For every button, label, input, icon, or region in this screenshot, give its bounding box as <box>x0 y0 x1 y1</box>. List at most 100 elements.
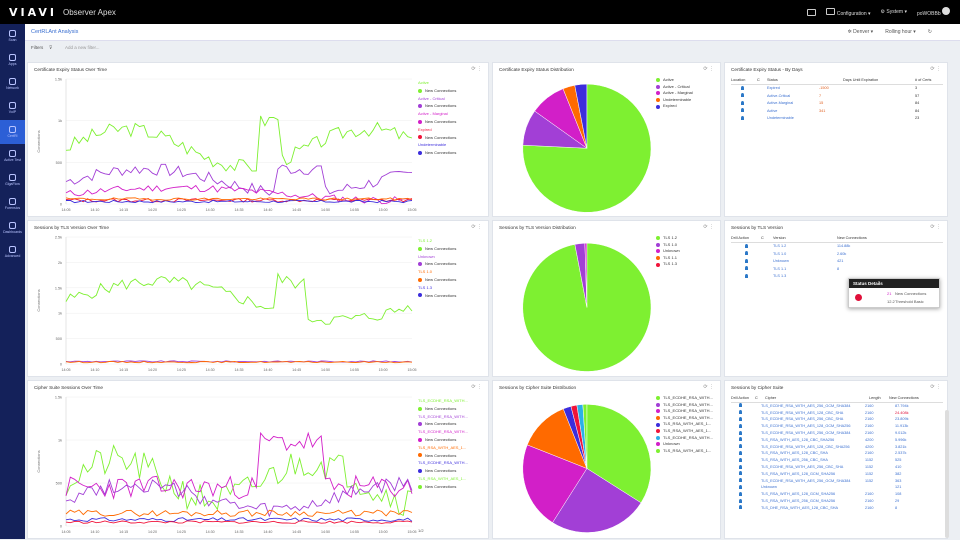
table-row[interactable]: TLS_RSA_WITH_AES_128_GCM_SHA256 2160 108 <box>731 491 943 498</box>
legend-series[interactable]: Active <box>418 79 486 87</box>
legend-item[interactable]: TLS_RSA_WITH_AES_1... <box>656 421 718 428</box>
location-pin-icon[interactable] <box>731 273 761 279</box>
legend-item[interactable]: Undeterminable <box>656 97 718 104</box>
legend-item[interactable]: New Connections <box>418 134 486 142</box>
legend-item[interactable]: New Connections <box>418 483 486 491</box>
table-row[interactable]: TLS_RSA_WITH_AES_256_CBC_SHA 1152 525 <box>731 457 943 464</box>
legend-item[interactable]: TLS_ECDHE_RSA_WITH... <box>656 395 718 402</box>
legend-item[interactable]: Expired <box>656 103 718 110</box>
legend-series[interactable]: TLS_RSA_WITH_AES_1... <box>418 444 486 452</box>
legend-item[interactable]: TLS 1.1 <box>656 255 718 262</box>
legend-item[interactable]: TLS_ECDHE_RSA_WITH... <box>656 435 718 442</box>
add-filter-input[interactable]: Add a new filter... <box>65 45 100 50</box>
legend-item[interactable]: New Connections <box>418 118 486 126</box>
legend-item[interactable]: TLS_ECDHE_RSA_WITH... <box>656 415 718 422</box>
panel-menu-icon[interactable]: ⟳ ⋮ <box>930 224 941 230</box>
legend-item[interactable]: New Connections <box>418 276 486 284</box>
location-pin-icon[interactable] <box>731 464 755 470</box>
system-menu[interactable]: ⚙ System ▾ <box>880 9 907 15</box>
table-row[interactable]: Undeterminable 23 <box>731 115 943 123</box>
table-row[interactable]: Active-Marginal 15 84 <box>731 100 943 108</box>
column-header[interactable]: Days Until Expiration <box>843 78 879 83</box>
table-row[interactable]: TLS 1.3 <box>731 273 943 281</box>
location-pin-icon[interactable] <box>731 243 761 249</box>
location-pin-icon[interactable] <box>731 258 761 264</box>
legend-item[interactable]: New Connections <box>418 405 486 413</box>
location-pin-icon[interactable] <box>731 251 761 256</box>
table-row[interactable]: TLS_ECDHE_RSA_WITH_AES_256_GCM_SHA384 216… <box>731 403 943 410</box>
location-pin-icon[interactable] <box>731 416 755 422</box>
legend-item[interactable]: New Connections <box>418 149 486 157</box>
legend-series[interactable]: Unknown <box>418 253 486 261</box>
refresh-icon[interactable]: ↻ <box>927 29 932 35</box>
table-row[interactable]: TLS_RSA_WITH_AES_128_GCM_SHA256 1152 382 <box>731 470 943 477</box>
legend-item[interactable]: TLS_RSA_WITH_AES_1... <box>656 428 718 435</box>
legend-item[interactable]: New Connections <box>418 260 486 268</box>
filter-icon[interactable]: ⊽ <box>49 45 53 50</box>
legend-series[interactable]: TLS 1.3 <box>418 284 486 292</box>
table-row[interactable]: Expired -1500 3 <box>731 85 943 93</box>
location-pin-icon[interactable] <box>731 457 755 463</box>
location-pin-icon[interactable] <box>731 403 755 408</box>
nav-item-certrl[interactable]: CertRl <box>0 120 25 144</box>
nav-item-active-test[interactable]: Active Test <box>0 144 25 168</box>
location-pin-icon[interactable] <box>731 100 757 106</box>
panel-menu-icon[interactable]: ⟳ ⋮ <box>703 224 714 230</box>
nav-item-gigaflow[interactable]: GigaFlow <box>0 168 25 192</box>
location-pin-icon[interactable] <box>731 444 755 449</box>
table-row[interactable]: Active-Critical 7 57 <box>731 92 943 100</box>
legend-item[interactable]: Unknown <box>656 441 718 448</box>
location-pin-icon[interactable] <box>731 471 755 476</box>
table-row[interactable]: TLS_ECDHE_RSA_WITH_AES_256_GCM_SHA384 216… <box>731 430 943 437</box>
legend-series[interactable]: TLS_ECDHE_RSA_WITH... <box>418 397 486 405</box>
legend-item[interactable]: TLS 1.3 <box>656 261 718 268</box>
legend-item[interactable]: Unknown <box>656 248 718 255</box>
column-header[interactable]: Drill Action <box>731 396 749 401</box>
column-header[interactable]: Location <box>731 78 746 83</box>
table-row[interactable]: TLS 1.0 2.60k <box>731 250 943 258</box>
server-select[interactable]: ✲ Denver ▾ <box>847 29 874 35</box>
column-header[interactable]: C <box>755 396 758 401</box>
location-pin-icon[interactable] <box>731 505 755 510</box>
legend-item[interactable]: New Connections <box>418 420 486 428</box>
nav-item-scan[interactable]: Scan <box>0 24 25 48</box>
table-row[interactable]: TLS_DHE_RSA_WITH_AES_128_CBC_SHA 2160 8 <box>731 504 943 511</box>
nav-item-voip[interactable]: VoIP <box>0 96 25 120</box>
nav-item-advanced[interactable]: Advanced <box>0 240 25 264</box>
legend-series[interactable]: Expired <box>418 126 486 134</box>
legend-series[interactable]: Undeterminable <box>418 141 486 149</box>
legend-series[interactable]: TLS_ECDHE_RSA_WITH... <box>418 428 486 436</box>
nav-item-network[interactable]: Network <box>0 72 25 96</box>
panel-menu-icon[interactable]: ⟳ ⋮ <box>703 384 714 390</box>
legend-series[interactable]: Active - Marginal <box>418 110 486 118</box>
table-row[interactable]: TLS_ECDHE_RSA_WITH_AES_256_CBC_SHA 1152 41… <box>731 464 943 471</box>
legend-item[interactable]: TLS 1.0 <box>656 242 718 249</box>
legend-item[interactable]: New Connections <box>418 452 486 460</box>
table-row[interactable]: TLS_RSA_WITH_AES_128_CBC_SHA 2160 2.537k <box>731 450 943 457</box>
legend-item[interactable]: TLS_ECDHE_RSA_WITH... <box>656 408 718 415</box>
table-row[interactable]: TLS_ECDHE_RSA_WITH_AES_256_GCM_SHA384 115… <box>731 477 943 484</box>
table-row[interactable]: Unknown 121 <box>731 484 943 491</box>
column-header[interactable]: Status <box>767 78 778 83</box>
table-row[interactable]: TLS 1.2 114.88k <box>731 243 943 251</box>
nav-item-forensics[interactable]: Forensics <box>0 192 25 216</box>
panel-menu-icon[interactable]: ⟳ ⋮ <box>930 66 941 72</box>
nav-item-dashboards[interactable]: Dashboards <box>0 216 25 240</box>
panel-menu-icon[interactable]: ⟳ ⋮ <box>471 224 482 230</box>
legend-item[interactable]: New Connections <box>418 87 486 95</box>
range-select[interactable]: Rolling hour ▾ <box>885 29 916 35</box>
legend-series[interactable]: TLS 1.0 <box>418 268 486 276</box>
legend-series[interactable]: TLS_RSA_WITH_AES_1... <box>418 475 486 483</box>
legend-series[interactable]: TLS_ECDHE_RSA_WITH... <box>418 413 486 421</box>
location-pin-icon[interactable] <box>731 450 755 456</box>
column-header[interactable]: C <box>761 236 764 241</box>
legend-item[interactable]: New Connections <box>418 436 486 444</box>
legend-item[interactable]: New Connections <box>418 292 486 300</box>
location-pin-icon[interactable] <box>731 410 755 415</box>
column-header[interactable]: Drill Action <box>731 236 749 241</box>
user-menu[interactable]: poWOBBb <box>917 7 950 17</box>
panel-menu-icon[interactable]: ⟳ ⋮ <box>703 66 714 72</box>
table-row[interactable]: Unknown 421 <box>731 258 943 266</box>
table-row[interactable]: TLS 1.1 8 <box>731 265 943 273</box>
legend-series[interactable]: Active - Critical <box>418 95 486 103</box>
